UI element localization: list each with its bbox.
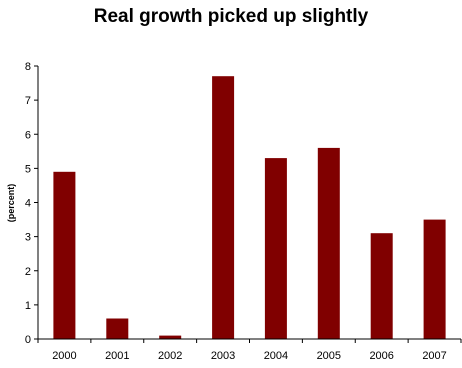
chart-title: Real growth picked up slightly: [93, 6, 369, 27]
x-tick-label: 2001: [105, 350, 129, 362]
bar-2000: [53, 171, 76, 339]
bar-2004: [264, 158, 287, 339]
x-tick-label: 2006: [369, 350, 393, 362]
y-tick-label: 3: [25, 232, 31, 244]
x-tick-label: 2007: [422, 350, 446, 362]
y-tick-label: 6: [25, 129, 31, 141]
y-axis-label: (percent): [6, 184, 16, 223]
y-tick-label: 8: [25, 61, 31, 73]
x-tick-label: 2005: [317, 350, 341, 362]
bar-2003: [212, 76, 235, 339]
x-tick-label: 2004: [264, 350, 288, 362]
bar-2002: [159, 335, 182, 339]
y-tick-label: 4: [25, 198, 31, 210]
y-tick-label: 2: [25, 266, 31, 278]
x-tick-label: 2003: [211, 350, 235, 362]
y-tick-label: 5: [25, 163, 31, 175]
bar-2005: [317, 147, 340, 339]
y-tick-label: 7: [25, 95, 31, 107]
bar-2001: [106, 318, 129, 339]
bar-2007: [423, 219, 446, 339]
x-tick-label: 2002: [158, 350, 182, 362]
y-tick-label: 0: [25, 334, 31, 346]
x-tick-label: 2000: [52, 350, 76, 362]
bar-2006: [370, 233, 393, 339]
y-tick-label: 1: [25, 300, 31, 312]
